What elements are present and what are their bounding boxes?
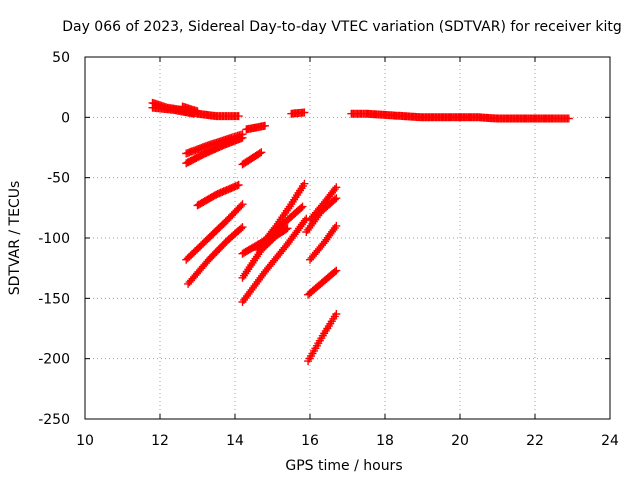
- plot-frame: [84, 56, 611, 420]
- y-tick-label: -50: [47, 171, 70, 187]
- x-tick-label: 20: [451, 433, 469, 449]
- data-points: [148, 98, 573, 366]
- axis-ticks: 10 12 14 16 18 20 22 24 50 0 -50 -100 -150 -200 -250: [38, 50, 619, 449]
- satellite-track: [253, 179, 309, 255]
- x-tick-label: 10: [76, 433, 94, 449]
- x-tick-label: 22: [526, 433, 544, 449]
- x-tick-label: 24: [601, 433, 619, 449]
- x-tick-label: 14: [226, 433, 244, 449]
- satellite-track: [184, 223, 247, 288]
- satellite-track: [306, 221, 341, 264]
- y-tick-label: 50: [52, 50, 70, 66]
- satellite-track: [193, 180, 243, 210]
- grid: [85, 57, 610, 419]
- x-tick-label: 12: [151, 433, 169, 449]
- satellite-track: [182, 133, 247, 168]
- x-tick-label: 16: [301, 433, 319, 449]
- satellite-track: [347, 109, 573, 123]
- satellite-track: [178, 102, 202, 116]
- y-tick-label: -200: [38, 352, 70, 368]
- y-tick-label: -100: [38, 231, 70, 247]
- y-axis-label: SDTVAR / TECUs: [7, 181, 23, 296]
- y-tick-label: -250: [38, 412, 70, 428]
- satellite-track: [238, 214, 311, 306]
- chart-title: Day 066 of 2023, Sidereal Day-to-day VTE…: [62, 19, 622, 35]
- satellite-track: [304, 266, 341, 299]
- satellite-track: [304, 310, 341, 366]
- satellite-track: [238, 148, 266, 169]
- y-tick-label: -150: [38, 291, 70, 307]
- satellite-track: [242, 121, 269, 134]
- y-tick-label: 0: [61, 110, 70, 126]
- x-tick-label: 18: [376, 433, 394, 449]
- satellite-track: [287, 108, 309, 118]
- satellite-track: [302, 194, 341, 236]
- satellite-track: [182, 200, 247, 264]
- x-axis-label: GPS time / hours: [285, 458, 402, 474]
- satellite-track: [306, 183, 341, 224]
